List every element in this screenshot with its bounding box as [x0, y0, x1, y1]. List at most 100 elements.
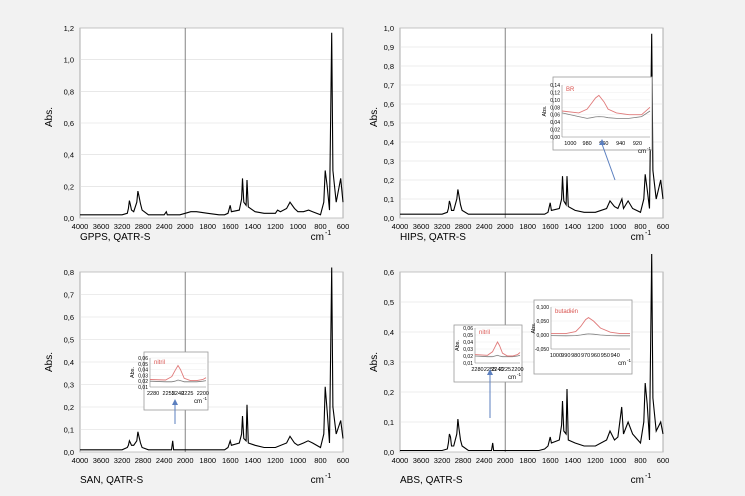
spectrum-line [400, 33, 664, 215]
inset-x-unit-exponent: -1 [647, 146, 651, 151]
inset-y-tick-label: 0,03 [463, 347, 473, 353]
x-tick-label: 4000 [72, 456, 89, 465]
inset-frame [552, 76, 653, 151]
inset-x-unit: cm [638, 149, 646, 155]
x-unit-exponent: -1 [645, 473, 651, 480]
spectrum-panel: 0,0 0,2 0,4 0,6 0,8 1,0 1,2 4000 3600 3200 2800 240… [44, 24, 349, 243]
x-unit-exponent: -1 [645, 230, 651, 237]
x-tick-label: 2400 [156, 222, 173, 231]
inset-x-tick-label: 940 [616, 141, 625, 147]
y-tick-label: 0,6 [384, 268, 394, 277]
x-tick-label: 2000 [497, 222, 514, 231]
x-tick-label: 1800 [519, 456, 536, 465]
x-tick-label: 2400 [476, 222, 493, 231]
inset-x-unit: cm [194, 399, 202, 405]
y-tick-label: 1,0 [64, 56, 74, 65]
y-tick-label: 0,3 [64, 381, 74, 390]
inset-label: butadién [555, 309, 578, 315]
x-tick-label: 1200 [587, 456, 604, 465]
x-tick-label: 1200 [587, 222, 604, 231]
inset-x-unit: cm [618, 361, 626, 367]
y-tick-label: 0,2 [64, 403, 74, 412]
x-tick-label: 2800 [455, 456, 472, 465]
y-tick-label: 0,6 [64, 119, 74, 128]
y-axis-label: Abs. [44, 107, 55, 127]
x-tick-label: 1400 [564, 222, 581, 231]
inset-x-tick-label: 980 [571, 353, 580, 359]
inset-x-tick-label: 1000 [550, 353, 562, 359]
x-tick-label: 800 [314, 456, 327, 465]
inset-y-tick-label: 0,06 [463, 326, 473, 332]
y-tick-label: 0,1 [384, 418, 394, 427]
inset-x-tick-label: 970 [581, 353, 590, 359]
inset-x-unit-exponent: -1 [203, 396, 207, 401]
y-tick-label: 0,7 [384, 81, 394, 90]
x-tick-label: 2800 [135, 222, 152, 231]
x-tick-label: 2000 [497, 456, 514, 465]
y-tick-label: 0,7 [64, 291, 74, 300]
inset-y-tick-label: 0,06 [550, 113, 560, 119]
inset-x-tick-label: 2225 [181, 391, 193, 397]
y-axis-label: Abs. [369, 352, 380, 372]
x-tick-label: 1400 [244, 456, 261, 465]
x-tick-label: 1800 [519, 222, 536, 231]
inset-x-tick-label: 990 [561, 353, 570, 359]
inset-x-tick-label: 1000 [564, 141, 576, 147]
y-tick-label: 0,6 [384, 100, 394, 109]
y-tick-label: 0,0 [64, 214, 74, 223]
x-tick-label: 2400 [476, 456, 493, 465]
inset-x-tick-label: 2225 [499, 367, 511, 373]
inset-chart: -0,050 0,000 0,050 0,100 1000 990 980 970 960 950… [531, 299, 633, 375]
inset-x-unit-exponent: -1 [517, 372, 521, 377]
y-tick-label: 0,5 [384, 298, 394, 307]
inset-y-tick-label: 0,03 [138, 373, 148, 379]
inset-y-tick-label: 0,04 [138, 368, 148, 374]
x-unit-label: cm [631, 475, 644, 486]
inset-chart: 0,010,020,030,040,050,062280225522402225… [453, 324, 524, 418]
inset-y-tick-label: 0,05 [138, 362, 148, 368]
inset-x-tick-label: 920 [633, 141, 642, 147]
y-tick-label: 0,4 [64, 151, 74, 160]
x-tick-label: 3600 [413, 222, 430, 231]
inset-y-tick-label: 0,00 [550, 135, 560, 141]
panel-caption: HIPS, QATR-S [400, 232, 466, 243]
inset-reference-line [561, 110, 651, 119]
pointer-arrow [601, 143, 616, 181]
x-unit-label: cm [631, 232, 644, 243]
inset-y-tick-label: 0,04 [463, 340, 473, 346]
x-tick-label: 1400 [244, 222, 261, 231]
y-tick-label: 1,0 [384, 24, 394, 33]
inset-y-tick-label: 0,01 [463, 361, 473, 367]
inset-y-axis-label: Abs. [542, 105, 548, 116]
inset-label: BR [566, 87, 575, 93]
inset-y-tick-label: 0,10 [550, 98, 560, 104]
inset-x-tick-label: 940 [611, 353, 620, 359]
inset-x-tick-label: 2280 [471, 367, 483, 373]
y-tick-label: 0,5 [384, 119, 394, 128]
arrow-head [172, 399, 178, 405]
x-tick-label: 3600 [93, 456, 110, 465]
x-tick-label: 2800 [455, 222, 472, 231]
x-tick-label: 1800 [199, 222, 216, 231]
spectrum-panel: 0,0 0,1 0,2 0,3 0,4 0,5 0,6 0,7 0,8 4000 3600 3200 2… [44, 267, 349, 486]
inset-x-tick-label: 950 [601, 353, 610, 359]
inset-y-tick-label: 0,14 [550, 83, 560, 89]
inset-highlight-line [561, 94, 651, 116]
inset-label: nitril [479, 330, 490, 336]
y-tick-label: 1,2 [64, 24, 74, 33]
x-tick-label: 1600 [542, 456, 559, 465]
panel-caption: GPPS, QATR-S [80, 232, 151, 243]
x-tick-label: 600 [337, 222, 350, 231]
inset-y-tick-label: 0,100 [536, 305, 549, 311]
inset-y-tick-label: 0,08 [550, 105, 560, 111]
inset-y-tick-label: -0,050 [535, 347, 549, 353]
x-tick-label: 1600 [542, 222, 559, 231]
inset-y-tick-label: 0,12 [550, 90, 560, 96]
x-tick-label: 1400 [564, 456, 581, 465]
y-tick-label: 0,1 [64, 426, 74, 435]
inset-frame [453, 324, 523, 383]
inset-label: nitril [154, 360, 165, 366]
spectrum-line [80, 267, 344, 451]
inset-y-tick-label: 0,01 [138, 385, 148, 391]
